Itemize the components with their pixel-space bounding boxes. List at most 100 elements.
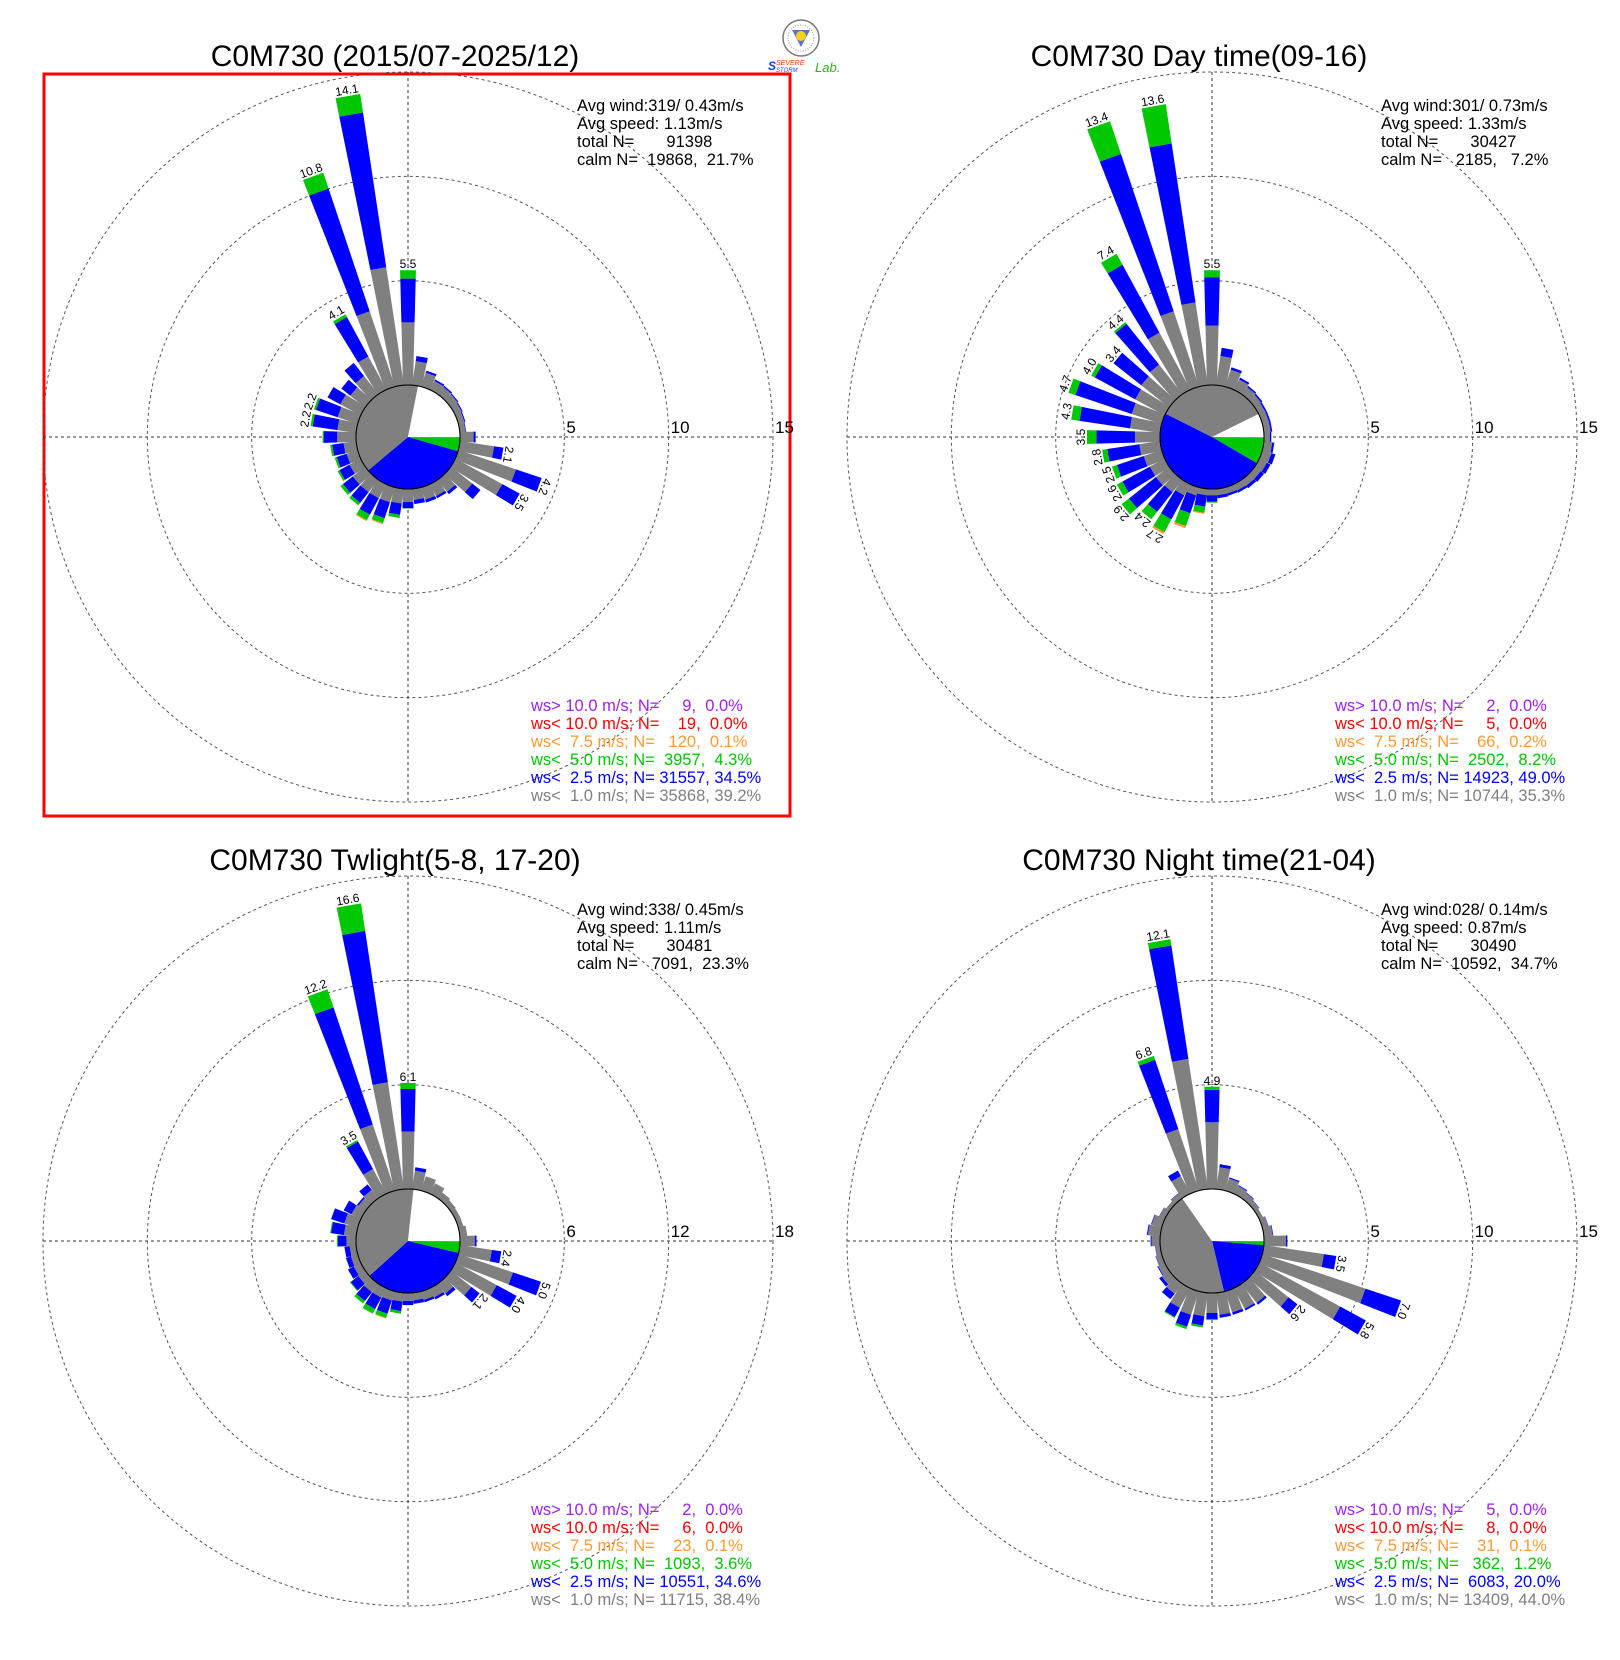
bar-segment-lt1: [1165, 1200, 1176, 1212]
direction-bar-70: [455, 1216, 464, 1228]
bar-segment-lt2_5: [443, 385, 453, 394]
bar-segment-lt1: [1216, 1291, 1231, 1315]
bar-segment-lt2_5: [474, 1235, 477, 1247]
bar-segment-lt1: [1155, 1254, 1165, 1266]
direction-bar-100: 2.1: [458, 441, 517, 464]
ring-tick-label: 15: [775, 418, 794, 437]
bar-segment-lt2_5: [315, 398, 342, 418]
legend-entry-lt10: ws< 10.0 m/s; N= 19, 0.0%: [530, 715, 748, 733]
legend-entry-lt5: ws< 5.0 m/s; N= 3957, 4.3%: [530, 751, 752, 769]
direction-bar-330: 3.5: [338, 1128, 387, 1199]
bar-segment-lt2_5: [1150, 1235, 1152, 1247]
bar-segment-lt1: [382, 1288, 395, 1301]
bar-segment-lt1: [1241, 473, 1255, 486]
bar-segment-lt1: [1151, 1214, 1165, 1228]
direction-bar-340: 6.8: [1133, 1044, 1199, 1194]
range-ring: [251, 280, 565, 594]
bar-segment-lt1: [340, 394, 366, 416]
bar-segment-lt2_5: [492, 446, 504, 460]
bar-segment-lt1: [1139, 441, 1162, 456]
direction-bar-130: 2.1: [444, 1270, 491, 1313]
bar-segment-lt2_5: [1161, 1287, 1175, 1300]
range-ring: [251, 1084, 565, 1398]
bar-value-label: 3.5: [1333, 1254, 1350, 1273]
direction-bar-280: [330, 1221, 358, 1237]
bar-segment-lt1: [1248, 394, 1262, 408]
bar-segment-lt2_5: [1219, 1164, 1231, 1170]
direction-bar-110: 7.0: [1259, 1254, 1413, 1321]
stats-line: total N= 30481: [577, 937, 712, 955]
bar-segment-lt1: [429, 1183, 445, 1199]
direction-bar-350: 14.1: [334, 81, 404, 387]
bar-segment-lt1: [1147, 1224, 1162, 1237]
bar-segment-lt2_5: [1206, 1312, 1218, 1320]
direction-bar-80: [458, 1225, 468, 1237]
bar-segment-lt2_5: [1264, 1216, 1269, 1227]
direction-bar-210: [1164, 1283, 1191, 1318]
bar-segment-lt1: [363, 1169, 387, 1199]
direction-bar-110: [1259, 450, 1276, 465]
direction-bar-290: 4.7: [1056, 373, 1165, 424]
stats-line: Avg wind:338/ 0.45m/s: [577, 901, 744, 919]
bar-segment-lt1: [1254, 1262, 1341, 1320]
stats-line: Avg speed: 1.11m/s: [577, 919, 721, 937]
windrose-panel-1: C0M730 Day time(09-16) 5 10 15 5.5 2.72.42.92…: [846, 40, 1598, 805]
direction-bar-200: [1173, 484, 1199, 529]
pie-slice-lt2_5: [1160, 413, 1257, 490]
bar-segment-lt2_5: [414, 1167, 427, 1173]
pie-slice-calm: [1212, 413, 1264, 437]
bar-segment-lt5: [1193, 504, 1206, 513]
bar-segment-lt5: [1147, 939, 1172, 950]
bar-segment-lt1: [437, 1277, 454, 1294]
bar-segment-lt2_5: [1122, 466, 1156, 493]
direction-bar-250: 2.5: [1099, 450, 1165, 485]
bar-segment-lt2_5: [1099, 153, 1174, 317]
bar-segment-lt1: [1262, 1245, 1324, 1267]
bar-segment-lt5: [332, 314, 347, 325]
direction-bar-120: 3.5: [450, 458, 532, 514]
pie-outline: [1159, 1188, 1265, 1294]
bar-segment-lt1: [349, 458, 366, 474]
bar-segment-lt1: [1149, 458, 1170, 477]
direction-bar-320: 4.4: [1105, 311, 1183, 401]
direction-bar-50: [444, 393, 459, 408]
bar-segment-lt5: [313, 397, 321, 410]
bar-segment-lt2_5: [356, 1285, 372, 1302]
bar-segment-lt5: [1191, 1323, 1204, 1328]
bar-segment-lt1: [1225, 369, 1241, 390]
direction-bar-340: 12.2: [302, 976, 395, 1194]
direction-bar-90: [1264, 431, 1272, 443]
bar-segment-lt1: [1151, 1235, 1160, 1247]
bar-segment-lt2_5: [1269, 431, 1272, 443]
pie-slice-lt2_5: [368, 437, 459, 489]
bar-segment-lt1: [460, 431, 474, 443]
bar-segment-lt1: [358, 356, 387, 395]
bar-segment-lt2_5: [425, 496, 437, 503]
bar-segment-lt2_5: [1360, 1288, 1402, 1317]
direction-bar-200: [1175, 1288, 1199, 1330]
bar-segment-lt2_5: [1227, 489, 1238, 496]
bar-segment-lt2_5: [1246, 479, 1257, 489]
bar-segment-lt2_5: [1164, 1302, 1180, 1317]
direction-bar-170: [1216, 487, 1228, 499]
stats-line: Avg wind:319/ 0.43m/s: [577, 97, 744, 115]
bar-segment-lt5: [388, 512, 401, 518]
direction-bar-240: 2.6: [1104, 458, 1170, 504]
bar-segment-lt2_5: [1116, 456, 1148, 477]
bar-segment-lt2_5: [1332, 1306, 1366, 1335]
ring-tick-label: 10: [671, 418, 690, 437]
bar-segment-lt2_5: [359, 492, 379, 515]
bar-segment-lt2_5: [346, 1141, 374, 1175]
direction-bar-50: [444, 1199, 456, 1212]
bar-value-label: 7.0: [1394, 1301, 1413, 1322]
bar-segment-lt2_5: [1237, 1185, 1248, 1191]
direction-bar-270: [1150, 1235, 1160, 1247]
bar-segment-lt1: [1131, 403, 1165, 424]
bar-segment-lt1: [350, 387, 372, 408]
direction-bar-160: [1225, 484, 1238, 496]
legend-entry-lt7_5: ws< 7.5 m/s; N= 31, 0.1%: [1334, 1537, 1547, 1555]
bar-segment-lt5: [1116, 481, 1129, 496]
bar-segment-lt1: [1264, 1235, 1286, 1247]
direction-bar-170: [412, 487, 425, 505]
